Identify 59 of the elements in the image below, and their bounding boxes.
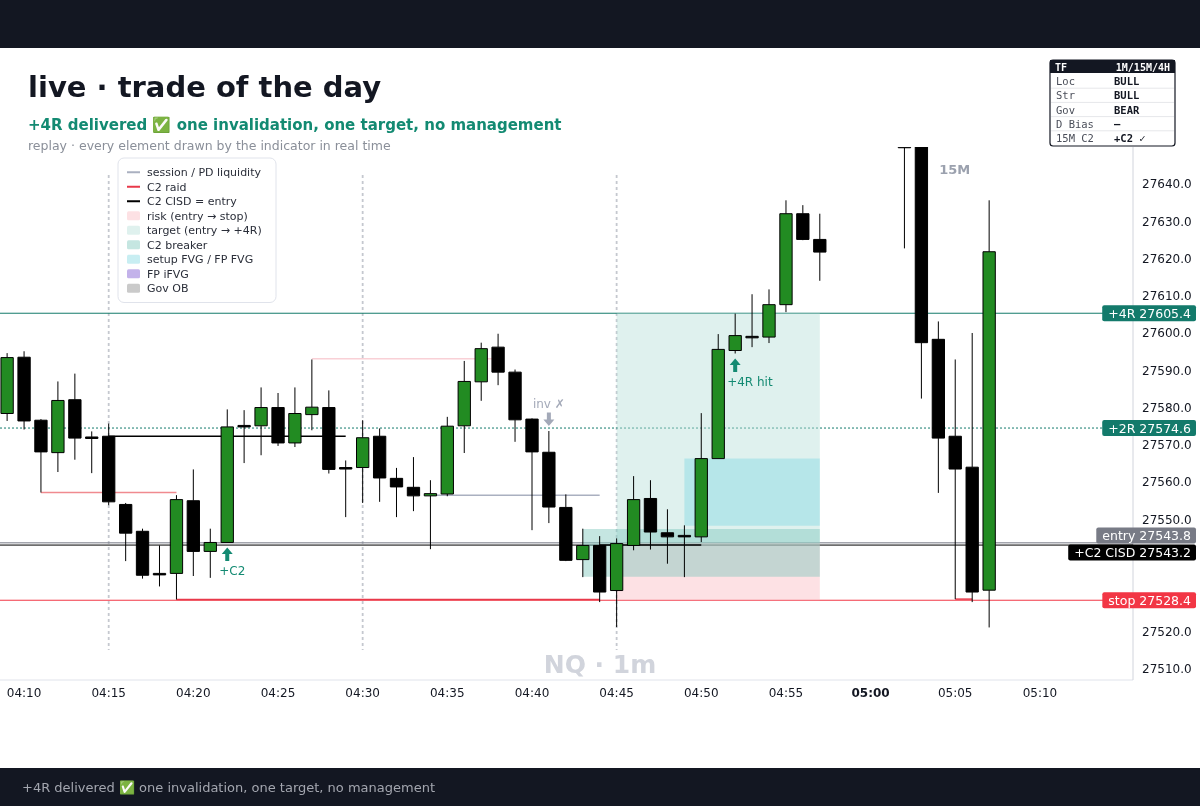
legend-label: FP iFVG (147, 267, 189, 281)
chart-subtitle: +4R delivered ✅ one invalidation, one target, no management (28, 116, 562, 134)
ref-line-label: +C2 CISD 27543.2 (1074, 544, 1191, 560)
y-tick-label: 27510.0 (1142, 661, 1192, 676)
x-tick-label: 04:45 (599, 686, 634, 700)
text: TF (1055, 61, 1068, 72)
legend-label: target (entry → +4R) (147, 223, 262, 237)
annotation: +C2 (219, 564, 246, 579)
y-tick-label: 27590.0 (1142, 363, 1192, 378)
text: BULL (1114, 75, 1140, 88)
category-label: Loc (1056, 75, 1075, 88)
text: 1M/15M/4H (1115, 61, 1170, 72)
x-tick-label: 05:10 (1022, 686, 1058, 700)
legend-label: C2 raid (147, 180, 187, 194)
annotation: inv ✗ (532, 397, 565, 412)
y-tick-label: 27550.0 (1142, 512, 1192, 527)
ref-line-label: +2R 27574.6 (1108, 420, 1192, 436)
x-tick-label: 04:25 (260, 686, 296, 700)
x-tick-label: 05:00 (851, 686, 890, 700)
y-tick-label: 27640.0 (1142, 177, 1192, 192)
series-label: 15M (939, 162, 971, 177)
y-tick-label: 27620.0 (1142, 251, 1192, 266)
x-tick-label: 04:10 (6, 686, 42, 700)
x-tick-label: 04:55 (768, 686, 804, 700)
y-tick-label: 27580.0 (1142, 400, 1192, 415)
x-tick-label: 04:50 (683, 686, 719, 700)
x-tick-label: 04:40 (514, 686, 550, 700)
legend-label: Gov OB (147, 281, 189, 295)
y-tick-label: 27520.0 (1142, 624, 1192, 639)
text: BEAR (1114, 103, 1140, 116)
legend-label: session / PD liquidity (147, 165, 262, 179)
y-tick-label: 27610.0 (1142, 289, 1192, 304)
y-tick-label: 27630.0 (1142, 214, 1192, 229)
x-tick-label: 04:20 (176, 686, 211, 700)
ref-line-label: entry 27543.8 (1102, 527, 1192, 543)
legend-label: C2 CISD = entry (147, 194, 238, 208)
ref-line-label: stop 27528.4 (1108, 592, 1192, 608)
legend-label: setup FVG / FP FVG (147, 252, 254, 266)
text: +C2 ✓ (1114, 131, 1146, 144)
y-tick-label: 27570.0 (1142, 438, 1192, 453)
y-tick-label: 27560.0 (1142, 475, 1192, 490)
x-tick-label: 04:35 (429, 686, 465, 700)
annotation: +4R hit (727, 375, 773, 390)
category-label: Str (1056, 89, 1075, 102)
legend-label: risk (entry → stop) (147, 209, 248, 223)
category-label: Gov (1056, 103, 1075, 116)
text: — (1114, 117, 1121, 130)
x-tick-label: 05:05 (937, 686, 973, 700)
legend-label: C2 breaker (147, 238, 208, 252)
text: +4R delivered ✅ one invalidation, one target, no management (22, 780, 436, 795)
category-label: D Bias (1056, 117, 1094, 130)
ref-line-label: +4R 27605.4 (1108, 305, 1192, 321)
annotation: replay · every element drawn by the indicator in real time (28, 138, 391, 153)
y-tick-label: 27600.0 (1142, 326, 1192, 341)
x-tick-label: 04:30 (345, 686, 380, 700)
category-label: 15M C2 (1056, 131, 1094, 144)
chart-title: live · trade of the day (28, 70, 382, 104)
x-tick-label: 04:15 (91, 686, 126, 700)
text: BULL (1114, 89, 1140, 102)
